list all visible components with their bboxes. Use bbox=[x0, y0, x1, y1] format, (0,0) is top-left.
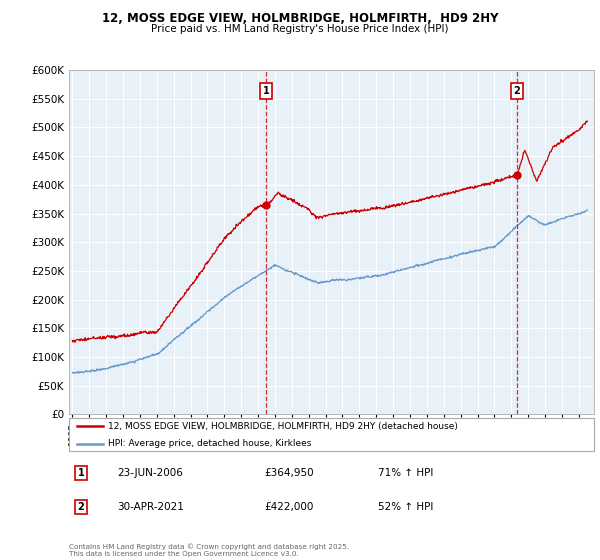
Text: 1: 1 bbox=[263, 86, 269, 96]
Text: Contains HM Land Registry data © Crown copyright and database right 2025.
This d: Contains HM Land Registry data © Crown c… bbox=[69, 544, 349, 557]
Text: 71% ↑ HPI: 71% ↑ HPI bbox=[378, 468, 433, 478]
Text: 12, MOSS EDGE VIEW, HOLMBRIDGE, HOLMFIRTH,  HD9 2HY: 12, MOSS EDGE VIEW, HOLMBRIDGE, HOLMFIRT… bbox=[102, 12, 498, 25]
Text: £364,950: £364,950 bbox=[264, 468, 314, 478]
Text: HPI: Average price, detached house, Kirklees: HPI: Average price, detached house, Kirk… bbox=[109, 439, 312, 448]
Text: 30-APR-2021: 30-APR-2021 bbox=[117, 502, 184, 512]
Text: 1: 1 bbox=[77, 468, 85, 478]
Text: 2: 2 bbox=[514, 86, 520, 96]
Text: £422,000: £422,000 bbox=[264, 502, 313, 512]
Text: 23-JUN-2006: 23-JUN-2006 bbox=[117, 468, 183, 478]
Text: Price paid vs. HM Land Registry's House Price Index (HPI): Price paid vs. HM Land Registry's House … bbox=[151, 24, 449, 34]
Text: 2: 2 bbox=[77, 502, 85, 512]
Text: 52% ↑ HPI: 52% ↑ HPI bbox=[378, 502, 433, 512]
Text: 12, MOSS EDGE VIEW, HOLMBRIDGE, HOLMFIRTH, HD9 2HY (detached house): 12, MOSS EDGE VIEW, HOLMBRIDGE, HOLMFIRT… bbox=[109, 422, 458, 431]
